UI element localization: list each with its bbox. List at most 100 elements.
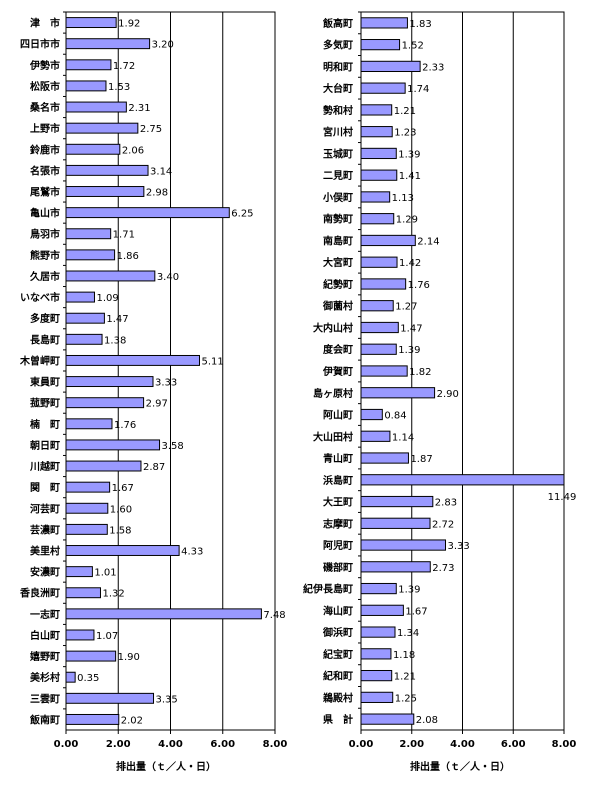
value-label: 1.86	[117, 251, 139, 262]
value-label: 1.83	[409, 19, 431, 30]
value-label: 1.21	[394, 672, 416, 683]
value-label: 1.76	[408, 280, 430, 291]
value-label: 1.53	[108, 82, 130, 93]
bar	[65, 354, 200, 366]
x-tick-label: 4.00	[158, 739, 183, 750]
category-label: 飯高町	[322, 17, 353, 30]
category-label: 菰野町	[30, 397, 60, 410]
value-label: 2.06	[122, 145, 144, 156]
bar	[360, 452, 409, 464]
bar	[360, 82, 406, 94]
value-label: 0.84	[384, 411, 406, 422]
bar	[360, 169, 398, 181]
category-label: 香良洲町	[20, 587, 60, 600]
category-label: 御浜町	[322, 626, 353, 639]
category-label: 美杉村	[30, 671, 60, 684]
bar	[360, 495, 434, 508]
value-label: 1.90	[118, 652, 140, 663]
value-label: 2.14	[417, 236, 439, 247]
x-tick-label: 2.00	[399, 739, 424, 750]
bar	[65, 249, 116, 261]
category-label: 紀和町	[323, 670, 353, 683]
category-label: 大宮町	[323, 256, 353, 269]
bar	[360, 517, 431, 529]
bar	[360, 387, 436, 399]
bar	[65, 545, 180, 556]
value-label: 2.33	[422, 62, 444, 73]
value-label: 1.92	[118, 19, 140, 30]
bar	[65, 228, 112, 240]
bar	[360, 343, 397, 355]
bar	[65, 17, 117, 29]
category-label: 津 市	[30, 17, 60, 30]
category-label: 紀宝町	[323, 648, 353, 661]
left-bar-chart: 0.00 2.00 4.00 6.00 8.00 排出量（ｔ／人・日） 津 市 1.92 四日市…	[19, 11, 287, 773]
bar	[65, 122, 139, 134]
bar	[65, 671, 76, 683]
value-label: 3.40	[157, 272, 179, 283]
value-label: 2.98	[146, 188, 168, 199]
bar	[65, 460, 142, 472]
bar	[65, 59, 112, 71]
value-label: 1.09	[96, 293, 118, 304]
category-label: 多度町	[30, 312, 60, 325]
bar	[360, 408, 383, 421]
value-label: 2.31	[128, 103, 150, 114]
value-label: 2.08	[416, 715, 438, 726]
category-label: 大王町	[323, 496, 353, 509]
bar	[360, 39, 401, 51]
value-label: 2.87	[143, 462, 165, 473]
bar	[360, 147, 397, 160]
value-label: 1.67	[112, 483, 134, 494]
value-label: 1.74	[407, 84, 429, 95]
bar	[65, 101, 127, 113]
category-label: 阿山町	[323, 409, 353, 422]
value-label: 5.11	[201, 356, 223, 367]
bar	[360, 430, 391, 442]
category-label: 久居市	[29, 270, 60, 283]
category-label: 芸濃町	[30, 523, 60, 536]
bar	[360, 669, 393, 682]
bar	[360, 234, 416, 247]
category-label: 磯部町	[323, 561, 353, 574]
category-label: 大山田村	[313, 430, 353, 443]
value-label: 0.35	[77, 673, 99, 684]
value-label: 1.67	[405, 606, 427, 617]
category-label: 宮川村	[323, 126, 353, 139]
value-label: 1.18	[393, 650, 415, 661]
value-label: 1.29	[396, 215, 418, 226]
bar	[360, 691, 394, 703]
value-label: 2.83	[435, 498, 457, 509]
category-label: 嬉野町	[29, 650, 60, 663]
category-label: 木曽岬町	[19, 354, 60, 367]
category-label: 県 計	[323, 713, 353, 726]
bar	[65, 164, 149, 176]
value-label: 1.21	[394, 106, 416, 117]
bar	[360, 256, 398, 268]
category-label: 安濃町	[30, 566, 60, 579]
category-label: 関 町	[30, 482, 60, 494]
value-label: 1.14	[392, 432, 414, 443]
value-label: 3.33	[447, 541, 469, 552]
bar	[360, 104, 393, 116]
bar	[360, 648, 392, 660]
bar	[360, 604, 404, 616]
category-label: 南島町	[323, 234, 353, 247]
category-label: 名張市	[30, 164, 60, 177]
category-label: いなべ市	[20, 291, 60, 304]
value-label: 1.01	[94, 568, 116, 579]
bar	[360, 126, 393, 138]
value-label: 3.20	[152, 40, 174, 51]
category-label: 度会町	[323, 343, 353, 356]
value-label: 1.25	[395, 693, 417, 704]
category-label: 長島町	[30, 333, 60, 346]
x-tick-label: 4.00	[450, 739, 475, 750]
value-label: 1.23	[394, 128, 416, 139]
category-label: 川越町	[29, 460, 60, 473]
value-label: 2.73	[432, 563, 454, 574]
x-tick-label: 6.00	[501, 739, 526, 750]
category-label: 鈴鹿市	[30, 143, 60, 156]
bar	[360, 713, 415, 725]
bar	[65, 270, 156, 282]
x-tick-label: 2.00	[106, 739, 131, 750]
